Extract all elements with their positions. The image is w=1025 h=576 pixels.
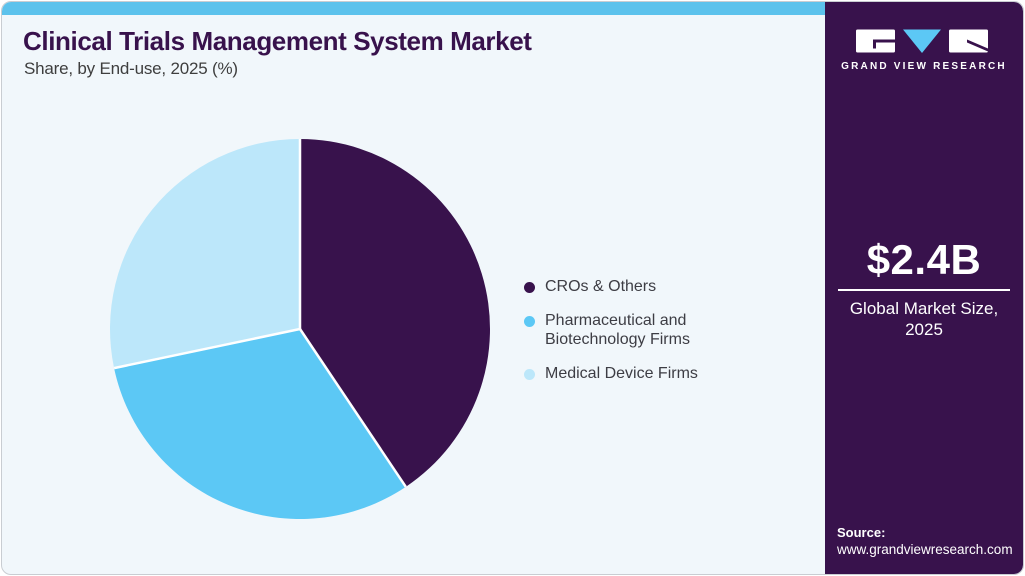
legend-swatch-medical-device [524, 368, 535, 380]
source-block: Source: www.grandviewresearch.com [837, 525, 1013, 557]
source-heading: Source: [837, 525, 886, 540]
legend-label: Medical Device Firms [545, 364, 698, 382]
gvr-logo-icon [856, 29, 988, 53]
market-size-stat: $2.4B Global Market Size, 2025 [825, 239, 1023, 341]
pie-slice-1 [114, 329, 406, 519]
page-title: Clinical Trials Management System Market [23, 26, 532, 56]
brand-name: GRAND VIEW RESEARCH [841, 61, 1007, 72]
pie-slice-0 [300, 139, 491, 487]
market-size-label: Global Market Size, 2025 [849, 299, 999, 340]
legend-item-medical-device: Medical Device Firms [524, 365, 734, 384]
legend-swatch-pharma-biotech [524, 315, 535, 327]
pie-chart [109, 139, 491, 519]
top-accent-strip [2, 2, 825, 15]
gvr-logo: GRAND VIEW RESEARCH [825, 29, 1023, 72]
slice-divider [298, 328, 407, 488]
source-url[interactable]: www.grandviewresearch.com [837, 542, 1013, 557]
legend-item-cros-others: CROs & Others [524, 278, 734, 297]
brand-sidebar: GRAND VIEW RESEARCH $2.4B Global Market … [825, 2, 1023, 574]
stat-divider [838, 289, 1010, 291]
legend-label: CROs & Others [545, 278, 657, 295]
legend-swatch-cros-others [524, 282, 535, 293]
slice-divider [113, 327, 301, 370]
pie-slice-2 [109, 139, 300, 369]
legend-label: Pharmaceutical and Biotechnology Firms [545, 311, 690, 348]
market-size-value: $2.4B [866, 236, 982, 283]
legend-item-pharma-biotech: Pharmaceutical and Biotechnology Firms [524, 312, 734, 350]
page-subtitle: Share, by End-use, 2025 (%) [24, 59, 238, 78]
legend: CROs & Others Pharmaceutical and Biotech… [524, 278, 734, 384]
